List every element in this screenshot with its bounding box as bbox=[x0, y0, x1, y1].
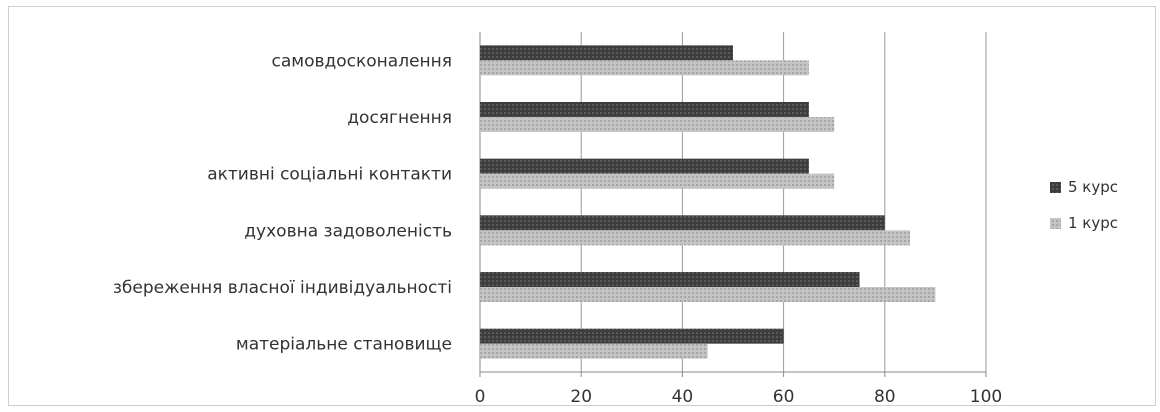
legend-swatch bbox=[1050, 218, 1061, 229]
legend-label: 1 курс bbox=[1068, 214, 1118, 232]
x-tick-label: 100 bbox=[970, 387, 1002, 407]
x-tick-label: 20 bbox=[570, 387, 592, 407]
bar-series-2 bbox=[480, 60, 809, 76]
x-tick-label: 80 bbox=[874, 387, 896, 407]
category-label: збереження власної індивідуальності bbox=[113, 278, 452, 298]
bar-series-1 bbox=[480, 158, 809, 174]
bar-series-2 bbox=[480, 117, 835, 132]
category-label: матеріальне становище bbox=[236, 335, 452, 355]
bar-series-2 bbox=[480, 230, 911, 246]
category-label: досягнення bbox=[347, 108, 452, 128]
bar-series-1 bbox=[480, 272, 860, 287]
category-label: духовна задоволеність bbox=[244, 221, 452, 241]
x-tick-label: 40 bbox=[672, 387, 694, 407]
legend-swatch bbox=[1050, 182, 1061, 193]
x-tick-label: 60 bbox=[773, 387, 795, 407]
bar-series-2 bbox=[480, 173, 835, 189]
bar-series-1 bbox=[480, 328, 784, 344]
bar-series-1 bbox=[480, 45, 733, 61]
x-tick-label: 0 bbox=[475, 387, 486, 407]
category-label: активні соціальні контакти bbox=[207, 165, 452, 185]
legend-label: 5 курс bbox=[1068, 178, 1118, 196]
category-label: самовдосконалення bbox=[272, 51, 453, 71]
bar-series-2 bbox=[480, 287, 936, 302]
bar-series-1 bbox=[480, 102, 809, 117]
bar-series-2 bbox=[480, 343, 708, 359]
bar-series-1 bbox=[480, 215, 885, 231]
